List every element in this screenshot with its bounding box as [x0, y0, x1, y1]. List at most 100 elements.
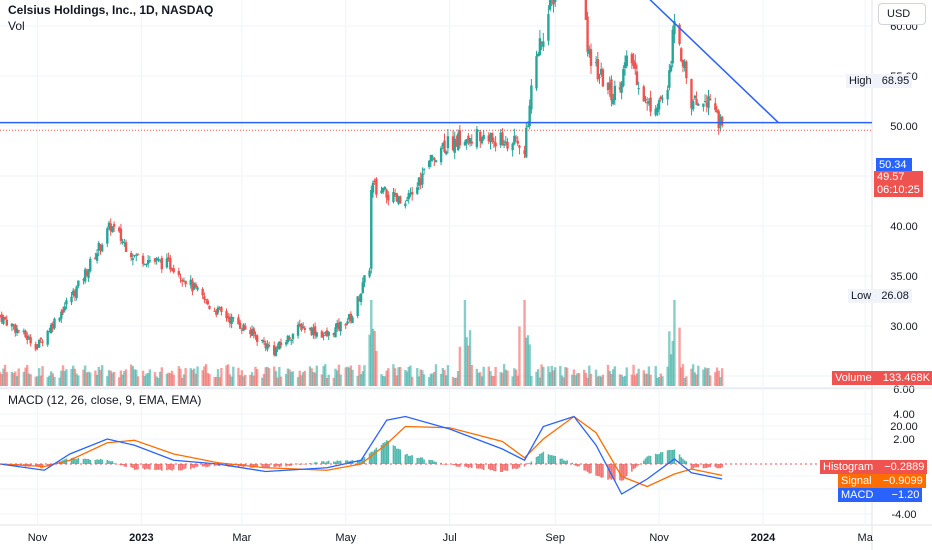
volume-bar [267, 368, 271, 386]
macd-histogram-bar [673, 449, 676, 464]
candle-body [65, 300, 68, 305]
candle-body [598, 77, 601, 79]
candle-body [27, 336, 31, 340]
macd-histogram-bar [501, 464, 504, 472]
macd-histogram-bar [314, 462, 316, 464]
candle-body [135, 254, 138, 256]
macd-histogram-bar [361, 458, 364, 464]
volume-bar [465, 337, 468, 386]
volume-bar [709, 375, 712, 386]
candle-body [695, 99, 698, 105]
macd-histogram-bar [649, 455, 652, 464]
candle-body [429, 154, 433, 162]
candle-body [588, 48, 591, 55]
volume-bar [680, 367, 683, 386]
volume-bar [683, 377, 686, 386]
candle-body [678, 24, 681, 44]
volume-bar [536, 369, 540, 386]
volume-bar [494, 367, 497, 386]
candle-body [2, 317, 5, 324]
volume-bar [155, 376, 158, 386]
macd-histogram-bar [443, 464, 446, 465]
signal-tag-value: −0.9099 [882, 475, 923, 487]
macd-histogram-bar [205, 464, 207, 468]
time-tick-label: 2024 [751, 532, 776, 544]
volume-bar [385, 370, 388, 386]
volume-bar [685, 376, 688, 386]
volume-bar [191, 369, 194, 386]
currency-button[interactable]: USD [878, 3, 926, 25]
candle-body [594, 62, 598, 64]
candle-body [206, 300, 209, 305]
volume-bar [492, 376, 496, 386]
volume-bar [625, 367, 628, 386]
volume-bar [393, 368, 397, 386]
volume-bar [421, 370, 424, 386]
candle-body [167, 257, 170, 260]
candle-body [39, 338, 43, 340]
volume-bar [611, 369, 615, 386]
candle-body [443, 140, 446, 152]
candle-body [273, 345, 276, 355]
volume-bar [119, 370, 123, 386]
macd-histogram-bar [705, 464, 708, 468]
candle-body [300, 324, 303, 331]
histogram-tag-label: Histogram [823, 461, 874, 473]
macd-indicator-label[interactable]: MACD (12, 26, close, 9, EMA, EMA) [8, 393, 202, 407]
macd-histogram-bar [419, 457, 422, 464]
candle-body [296, 324, 300, 336]
volume-bar [308, 366, 312, 386]
candle-body [455, 141, 458, 147]
candle-body [87, 269, 90, 278]
macd-histogram-bar [203, 464, 206, 467]
volume-bar [523, 300, 526, 386]
candle-body [608, 82, 611, 89]
macd-histogram-bar [380, 444, 383, 464]
candle-body [72, 290, 75, 296]
macd-histogram-bar [181, 464, 184, 471]
macd-histogram-bar [256, 464, 258, 467]
candle-body [111, 226, 114, 232]
macd-histogram-bar [322, 461, 325, 464]
volume-bar [146, 372, 150, 386]
macd-histogram-bar [540, 453, 543, 464]
volume-bar [380, 374, 383, 386]
candle-body [690, 79, 693, 109]
candle-body [685, 61, 688, 79]
volume-bar [24, 367, 27, 386]
candle-body [22, 330, 26, 333]
volume-bar [286, 368, 290, 386]
macd-histogram-bar [619, 464, 621, 481]
volume-bar [661, 376, 664, 386]
macd-histogram-bar [610, 464, 613, 480]
volume-indicator-label[interactable]: Vol [8, 19, 25, 33]
volume-bar [422, 374, 426, 386]
volume-bar [358, 364, 361, 386]
hline-price-tag[interactable]: 50.34 [876, 158, 912, 172]
macd-histogram-bar [671, 449, 674, 464]
high-tag-label: High [849, 75, 872, 87]
volume-bar [39, 375, 43, 386]
macd-tick-label: 2.00 [893, 434, 914, 446]
macd-histogram-bar [418, 457, 420, 464]
macd-tag-value: −1.20 [891, 489, 920, 501]
volume-bar [538, 377, 542, 386]
symbol-title[interactable]: Celsius Holdings, Inc., 1D, NASDAQ [8, 3, 214, 17]
candle-body [106, 228, 109, 244]
price-tick-label: 30.00 [890, 321, 918, 333]
macd-histogram-bar [372, 451, 374, 464]
volume-bar [584, 372, 588, 386]
macd-histogram-bar [714, 464, 717, 468]
volume-bar [431, 373, 434, 386]
candle-body [153, 258, 157, 262]
volume-bar [27, 373, 31, 386]
volume-bar [249, 374, 252, 386]
candle-body [0, 314, 3, 322]
candle-body [157, 258, 160, 261]
candle-body [60, 311, 63, 319]
macd-histogram-bar [646, 456, 648, 464]
candle-body [387, 194, 390, 201]
candle-body [63, 306, 66, 311]
candle-body [554, 0, 557, 2]
